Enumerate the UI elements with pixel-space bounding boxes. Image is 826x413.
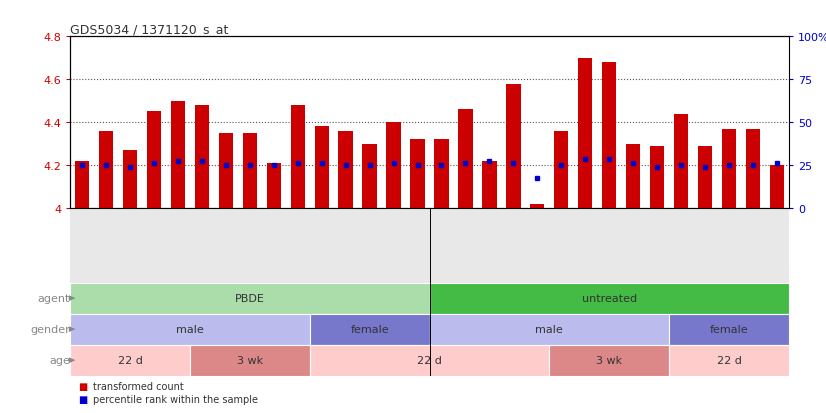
Text: ■: ■ (78, 394, 88, 404)
Bar (123, 151, 137, 209)
Bar (554, 131, 568, 209)
Bar (70, 283, 430, 314)
Text: PBDE: PBDE (235, 293, 265, 304)
Bar (171, 102, 185, 209)
Bar (70, 345, 190, 376)
Bar (549, 345, 669, 376)
Text: female: female (350, 324, 389, 335)
Bar (530, 204, 544, 209)
Bar (578, 59, 592, 209)
Bar (430, 283, 789, 314)
Bar (75, 161, 89, 209)
Text: percentile rank within the sample: percentile rank within the sample (93, 394, 259, 404)
Bar (363, 144, 377, 209)
Bar (746, 129, 760, 209)
Bar (602, 63, 616, 209)
Bar (458, 110, 472, 209)
Bar (722, 129, 736, 209)
Bar (310, 314, 430, 345)
Bar (698, 147, 712, 209)
Bar (70, 314, 310, 345)
Bar (669, 314, 789, 345)
Bar (310, 345, 549, 376)
Text: 22 d: 22 d (716, 355, 742, 366)
Text: transformed count: transformed count (93, 381, 184, 391)
Bar (315, 127, 329, 209)
Text: gender: gender (31, 324, 70, 335)
Text: 3 wk: 3 wk (596, 355, 622, 366)
Bar (99, 131, 113, 209)
Bar (190, 345, 310, 376)
Bar (506, 84, 520, 209)
Bar (482, 161, 496, 209)
Text: male: male (176, 324, 204, 335)
Text: male: male (535, 324, 563, 335)
Text: 22 d: 22 d (417, 355, 442, 366)
Bar (219, 133, 233, 209)
Bar (650, 147, 664, 209)
Bar (339, 131, 353, 209)
Bar (243, 133, 257, 209)
Bar (195, 106, 209, 209)
Bar (147, 112, 161, 209)
Text: ■: ■ (78, 381, 88, 391)
Bar (387, 123, 401, 209)
Text: 3 wk: 3 wk (237, 355, 263, 366)
Bar (626, 144, 640, 209)
Text: age: age (50, 355, 70, 366)
Bar (669, 345, 789, 376)
Text: agent: agent (38, 293, 70, 304)
Bar (267, 164, 281, 209)
Bar (434, 140, 449, 209)
Bar (674, 114, 688, 209)
Bar (291, 106, 305, 209)
Text: untreated: untreated (582, 293, 637, 304)
Text: female: female (710, 324, 748, 335)
Text: 22 d: 22 d (117, 355, 143, 366)
Bar (770, 166, 784, 209)
Bar (430, 314, 669, 345)
Text: GDS5034 / 1371120_s_at: GDS5034 / 1371120_s_at (70, 23, 229, 36)
Bar (411, 140, 425, 209)
